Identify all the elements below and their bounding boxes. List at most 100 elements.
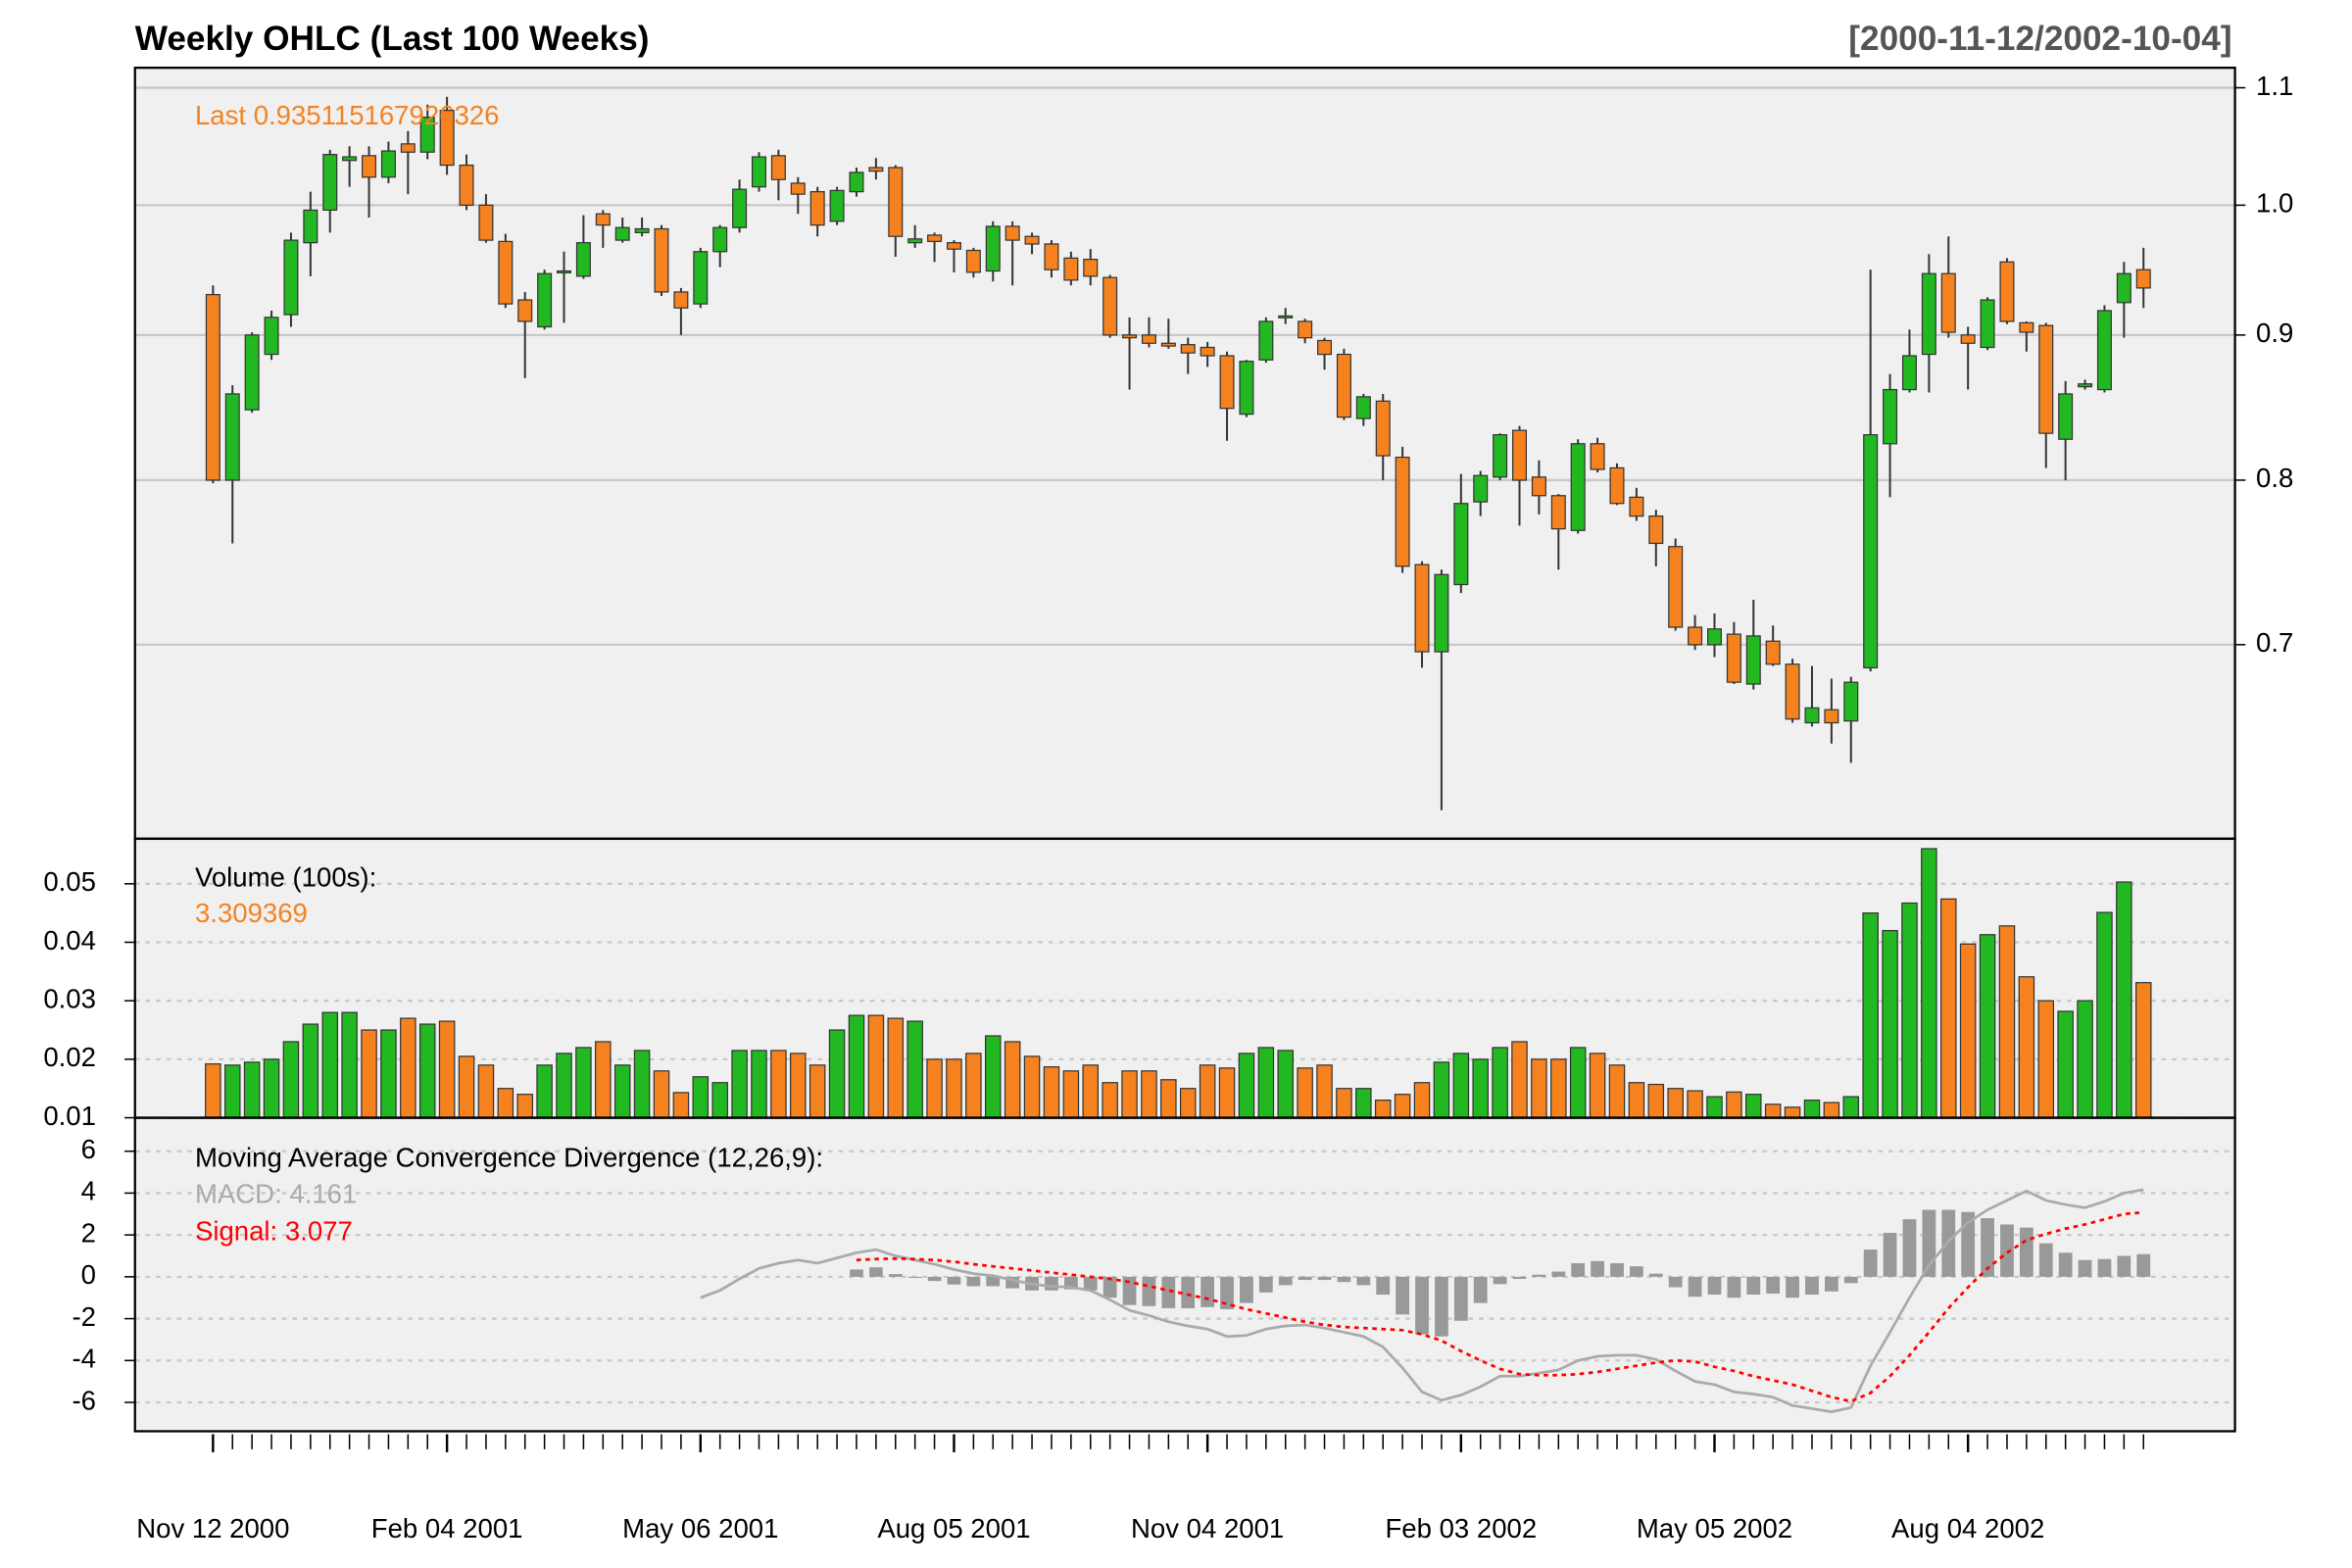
histogram-bar bbox=[1727, 1276, 1741, 1298]
y-tick-label: 0.04 bbox=[43, 925, 96, 956]
histogram-bar bbox=[1200, 1276, 1215, 1307]
histogram-bar bbox=[1102, 1276, 1117, 1298]
candle-body bbox=[693, 251, 709, 305]
volume-bar bbox=[1413, 1082, 1431, 1119]
candle-body bbox=[1590, 443, 1605, 470]
histogram-bar bbox=[1005, 1276, 1020, 1289]
volume-bar bbox=[946, 1058, 962, 1119]
histogram-bar bbox=[1688, 1276, 1702, 1298]
legend-label: Signal: 3.077 bbox=[195, 1216, 353, 1247]
candle-body bbox=[1160, 342, 1176, 347]
candle-body bbox=[1239, 361, 1254, 416]
histogram-bar bbox=[1863, 1250, 1878, 1277]
volume-bar bbox=[1862, 912, 1879, 1119]
histogram-bar bbox=[1707, 1276, 1722, 1296]
last-value: Last 0.935115167926326 bbox=[195, 100, 499, 130]
volume-bar bbox=[321, 1011, 338, 1119]
volume-bar bbox=[1901, 902, 1918, 1119]
volume-bar bbox=[1004, 1041, 1021, 1119]
volume-bar bbox=[438, 1020, 456, 1119]
candle-body bbox=[1355, 396, 1371, 419]
candle-body bbox=[439, 110, 455, 167]
volume-bar bbox=[790, 1053, 807, 1119]
volume-bar bbox=[1043, 1066, 1060, 1119]
candle-body bbox=[1493, 434, 1508, 478]
volume-bar bbox=[867, 1014, 885, 1119]
histogram-bar bbox=[1902, 1219, 1917, 1277]
histogram-bar bbox=[986, 1276, 1001, 1287]
volume-bar bbox=[1726, 1091, 1742, 1119]
histogram-bar bbox=[1532, 1274, 1546, 1277]
histogram-bar bbox=[1591, 1260, 1604, 1277]
candle-body bbox=[478, 204, 494, 241]
candle-body bbox=[809, 191, 825, 226]
candle-body bbox=[1863, 434, 1879, 669]
candle-body bbox=[888, 167, 904, 237]
volume-bar bbox=[516, 1094, 533, 1119]
y-tick-label: 2 bbox=[81, 1217, 96, 1248]
histogram-bar bbox=[2000, 1224, 2014, 1277]
candle-body bbox=[1648, 515, 1664, 545]
volume-bar bbox=[1687, 1090, 1703, 1119]
candle-body bbox=[419, 117, 435, 153]
candle-body bbox=[1785, 663, 1800, 720]
volume-bar bbox=[1472, 1058, 1489, 1119]
candle-body bbox=[575, 242, 591, 277]
candle-body bbox=[1531, 476, 1546, 497]
volume-bar bbox=[2057, 1010, 2074, 1119]
volume-bar bbox=[380, 1029, 397, 1119]
candle-body bbox=[965, 249, 981, 273]
candle-body bbox=[224, 393, 240, 481]
volume-bar bbox=[751, 1050, 767, 1119]
volume-bar bbox=[1492, 1047, 1508, 1119]
histogram-bar bbox=[1571, 1262, 1586, 1277]
volume-bar bbox=[1102, 1082, 1118, 1119]
y-tick-label: 0.9 bbox=[2256, 318, 2293, 348]
histogram-bar bbox=[1415, 1276, 1429, 1335]
histogram-bar bbox=[1883, 1233, 1897, 1277]
volume-bar bbox=[1452, 1053, 1470, 1119]
volume-bar bbox=[1608, 1064, 1626, 1119]
y-tick-label: 0.7 bbox=[2256, 627, 2293, 658]
candle-body bbox=[634, 227, 650, 233]
candle-body bbox=[322, 154, 338, 212]
volume-bar bbox=[1199, 1064, 1216, 1119]
histogram-bar bbox=[1181, 1276, 1196, 1308]
histogram-bar bbox=[1083, 1276, 1098, 1291]
candle-body bbox=[1044, 243, 1059, 270]
histogram-bar bbox=[1610, 1262, 1624, 1277]
volume-bar bbox=[1238, 1053, 1255, 1119]
candle-body bbox=[1570, 443, 1586, 531]
volume-bar bbox=[595, 1041, 612, 1119]
volume-bar bbox=[361, 1029, 377, 1119]
plot-background bbox=[134, 68, 2235, 1432]
candle-body bbox=[1765, 640, 1781, 665]
candle-body bbox=[303, 209, 318, 244]
candle-body bbox=[362, 155, 377, 178]
volume-bar bbox=[984, 1035, 1002, 1119]
histogram-bar bbox=[2058, 1252, 2073, 1277]
histogram-bar bbox=[1473, 1276, 1488, 1303]
volume-bar bbox=[497, 1088, 514, 1119]
legend-label: MACD: 4.161 bbox=[195, 1178, 357, 1208]
volume-bar bbox=[536, 1064, 553, 1119]
histogram-bar bbox=[2078, 1259, 2092, 1277]
volume-bar bbox=[282, 1041, 300, 1119]
volume-bar bbox=[1803, 1100, 1821, 1119]
histogram-bar bbox=[1512, 1276, 1527, 1279]
volume-bar bbox=[1277, 1050, 1294, 1119]
volume-bar bbox=[1921, 848, 1937, 1119]
histogram-bar bbox=[2117, 1255, 2132, 1277]
candle-body bbox=[1980, 299, 1995, 349]
volume-bar bbox=[223, 1064, 241, 1119]
x-tick-label: May 05 2002 bbox=[1637, 1513, 1792, 1544]
candle-body bbox=[946, 242, 961, 250]
volume-bar bbox=[1141, 1070, 1157, 1119]
histogram-bar bbox=[1551, 1271, 1566, 1277]
candle-body bbox=[868, 167, 884, 172]
histogram-bar bbox=[1356, 1276, 1371, 1286]
volume-bar bbox=[1823, 1102, 1840, 1119]
histogram-bar bbox=[1161, 1276, 1176, 1308]
date-range: [2000-11-12/2002-10-04] bbox=[1848, 20, 2231, 58]
histogram-bar bbox=[1493, 1276, 1507, 1285]
